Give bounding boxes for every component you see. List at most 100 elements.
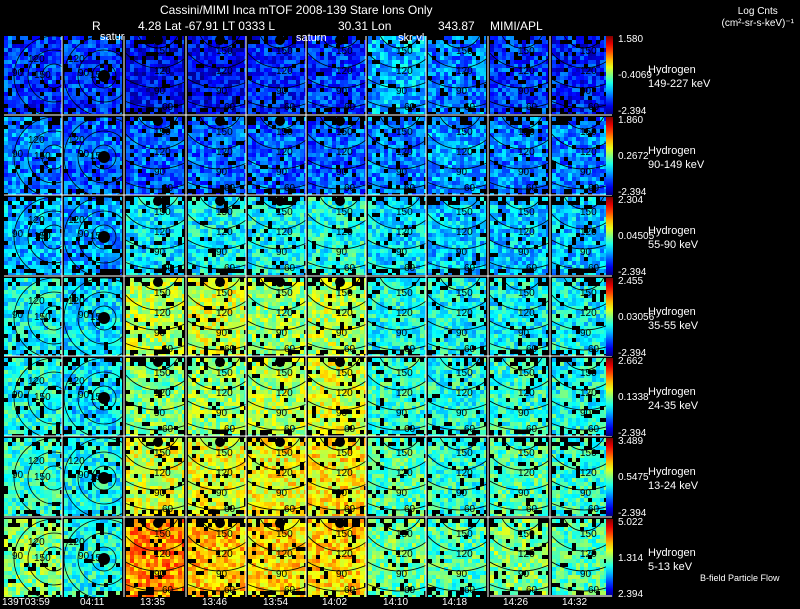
contour-label: 60: [162, 102, 174, 113]
contour-line: [368, 343, 426, 351]
contour-line: [188, 320, 246, 331]
contour-label: 90: [456, 247, 468, 258]
contour-label: 120: [336, 147, 353, 158]
heatmap-panel: [490, 438, 548, 516]
contour-line: [552, 561, 610, 572]
contour-label: 150: [216, 448, 233, 459]
heatmap-panel: [428, 117, 486, 195]
contour-line: [490, 213, 548, 230]
contour-label: 60: [464, 102, 476, 113]
contour-label: 90: [396, 86, 408, 97]
contour-line: [379, 197, 421, 210]
contour-line: [199, 358, 241, 371]
contour-label: 60: [344, 263, 356, 274]
contour-line: [91, 305, 117, 331]
contour-label: 60: [526, 585, 538, 596]
contour-line: [308, 101, 366, 109]
contour-line: [490, 374, 548, 391]
contour-label: 120: [396, 308, 413, 319]
contour-line: [137, 197, 179, 210]
heatmap-panel: [308, 519, 366, 597]
contour-line: [563, 438, 605, 451]
contour-line: [41, 144, 62, 170]
contour-label: 120: [154, 468, 171, 479]
contour-label: 90: [12, 310, 24, 321]
contour-label: 90: [12, 551, 24, 562]
contour-label: 150: [456, 46, 473, 57]
contour-label: 120: [336, 388, 353, 399]
colorbar: [606, 358, 613, 436]
contour-label: 60: [162, 183, 174, 194]
contour-label: 60: [344, 504, 356, 515]
contour-label: 150: [154, 448, 171, 459]
colorbar-label: 2.304: [618, 195, 644, 206]
contour-line: [27, 532, 62, 586]
saturn-disk: [275, 278, 285, 287]
time-tick-label: 13:54: [263, 597, 289, 608]
contour-line: [428, 561, 486, 572]
contour-label: 150: [276, 529, 293, 540]
contour-line: [501, 197, 543, 210]
contour-line: [490, 454, 548, 471]
contour-label: 60: [344, 102, 356, 113]
heatmap-panel: [368, 358, 426, 436]
contour-label: 90: [580, 569, 592, 580]
contour-line: [137, 36, 179, 49]
contour-label: 150: [216, 207, 233, 218]
heatmap-panel: [428, 358, 486, 436]
contour-line: [319, 438, 361, 451]
contour-label: 150: [216, 127, 233, 138]
contour-line: [379, 358, 421, 371]
contour-label: 90: [216, 488, 228, 499]
contour-line: [563, 519, 605, 532]
heatmap-panel: [368, 438, 426, 516]
contour-label: 90: [518, 167, 530, 178]
contour-label: 120: [518, 388, 535, 399]
contour-label: 90: [336, 569, 348, 580]
contour-line: [188, 561, 246, 572]
colorbar: [606, 36, 613, 114]
contour-line: [319, 197, 361, 210]
contour-line: [439, 519, 481, 532]
heatmap-panel: [368, 117, 426, 195]
annotation-skr: skr-vl: [398, 32, 425, 44]
heatmap-panel: [64, 117, 122, 195]
contour-line: [319, 358, 361, 371]
contour-line: [368, 159, 426, 170]
contour-line: [188, 101, 246, 109]
saturn-disk: [215, 117, 225, 126]
contour-line: [77, 451, 122, 505]
contour-label: 150: [456, 288, 473, 299]
contour-label: 150: [336, 448, 353, 459]
contour-line: [490, 400, 548, 411]
band-species: Hydrogen: [648, 386, 696, 398]
band-species: Hydrogen: [648, 64, 696, 76]
heatmap-panel: [308, 36, 366, 114]
contour-line: [490, 78, 548, 89]
contour-line: [126, 101, 184, 109]
contour-line: [126, 423, 184, 431]
contour-label: 150: [456, 529, 473, 540]
contour-line: [490, 503, 548, 511]
contour-line: [199, 117, 241, 130]
heatmap-panel: [126, 117, 184, 195]
contour-line: [248, 503, 306, 511]
contour-line: [188, 182, 246, 190]
contour-line: [126, 343, 184, 351]
contour-label: 150: [34, 70, 51, 81]
contour-line: [248, 262, 306, 270]
contour-label: 90: [276, 569, 288, 580]
contour-label: 60: [464, 183, 476, 194]
contour-line: [137, 438, 179, 451]
contour-label: 90: [396, 488, 408, 499]
time-tick-label: 14:32: [562, 597, 588, 608]
contour-line: [248, 52, 306, 69]
contour-label: 120: [154, 147, 171, 158]
contour-label: 120: [216, 66, 233, 77]
contour-label: 60: [464, 504, 476, 515]
contour-line: [199, 197, 241, 210]
contour-label: 120: [336, 66, 353, 77]
contour-line: [368, 101, 426, 109]
contour-line: [248, 294, 306, 311]
contour-line: [27, 291, 62, 345]
